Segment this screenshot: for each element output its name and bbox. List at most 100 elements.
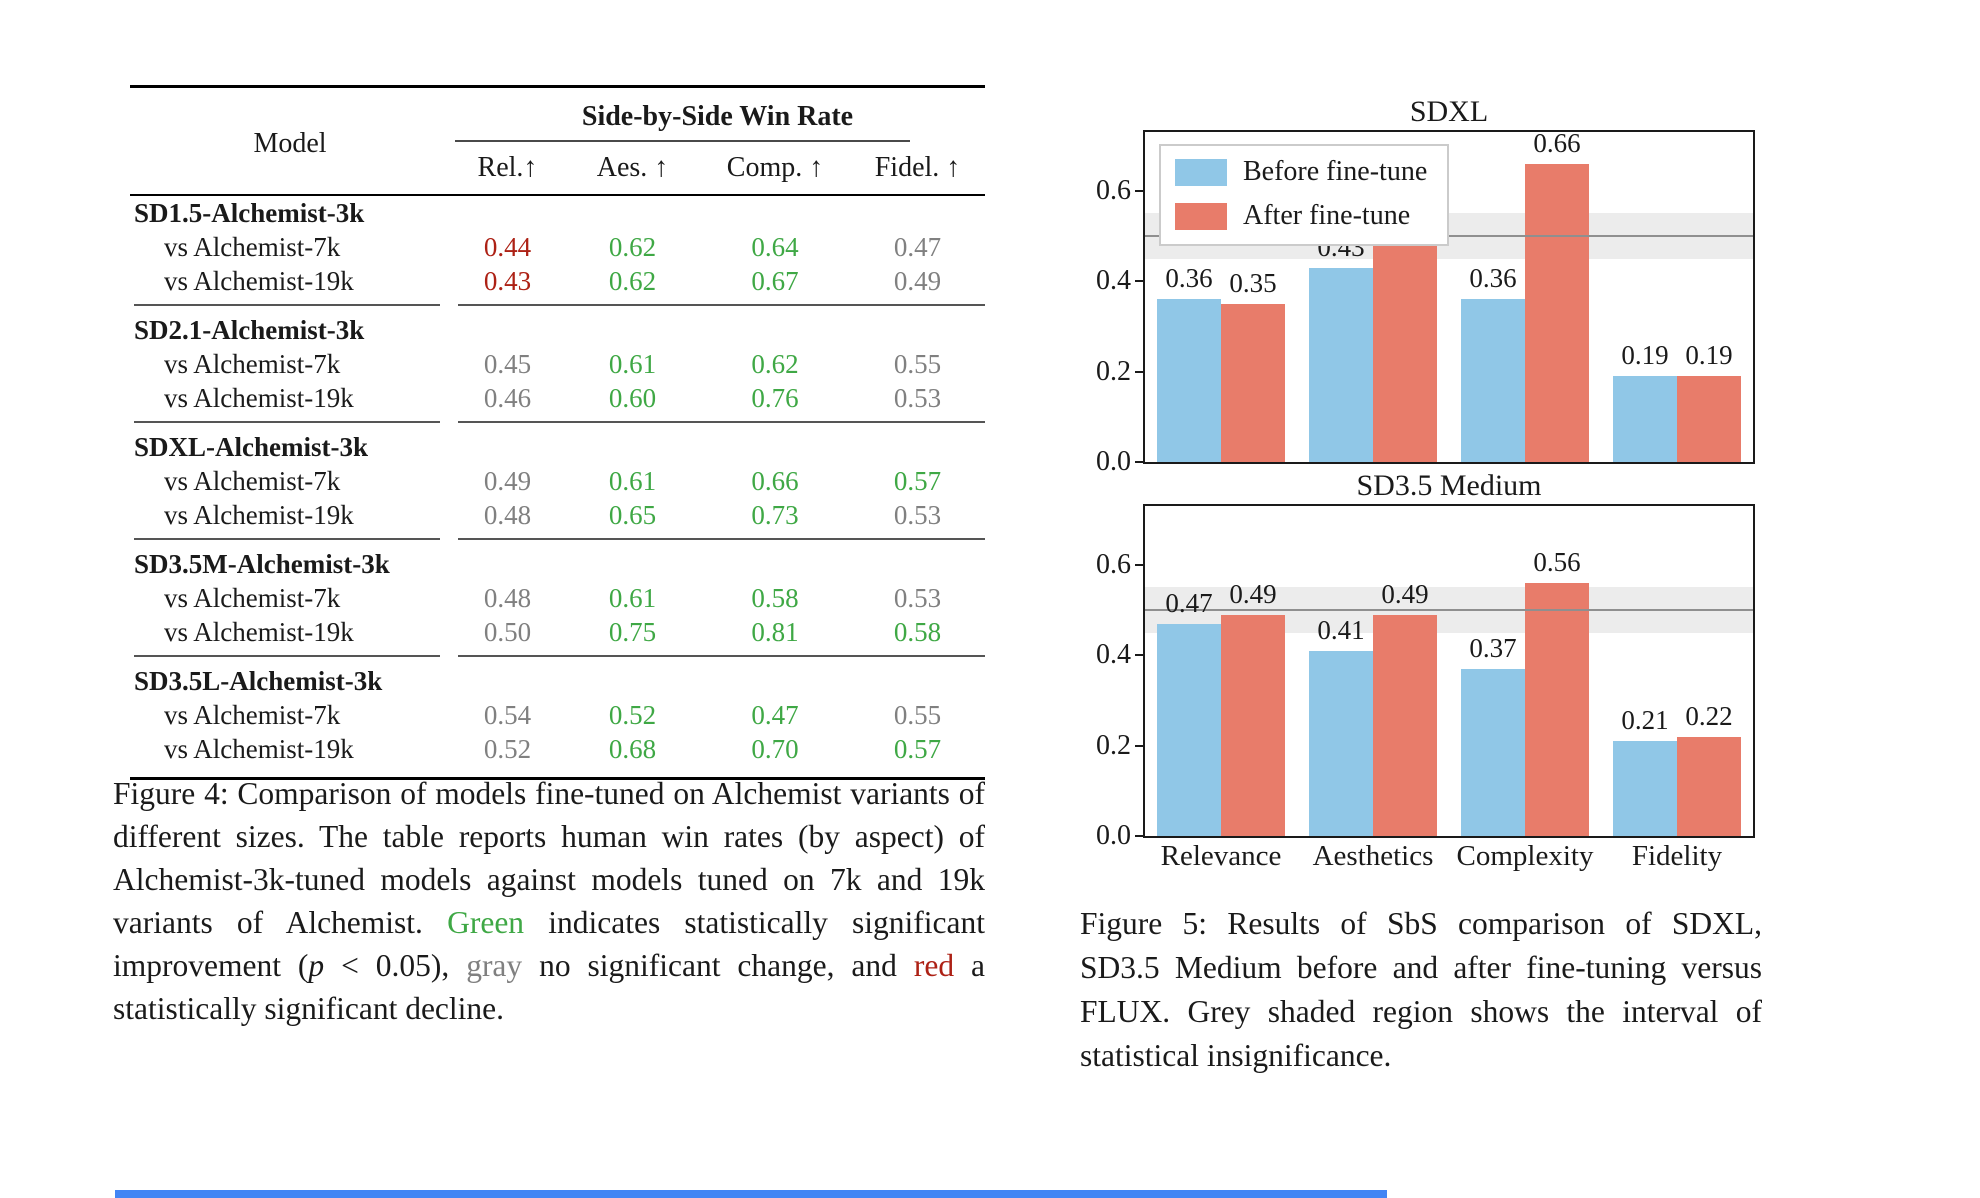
win-rate-value: 0.53 <box>893 583 942 613</box>
win-rate-value: 0.65 <box>608 500 657 530</box>
win-rate-value: 0.53 <box>893 500 942 530</box>
win-rate-value: 0.76 <box>751 383 799 413</box>
figure5-caption: Figure 5: Results of SbS comparison of S… <box>1080 906 1762 1073</box>
comparison-label: vs Alchemist-7k <box>164 583 341 613</box>
model-group-name: SD3.5L-Alchemist-3k <box>134 666 383 696</box>
win-rate-value: 0.61 <box>608 466 657 496</box>
metric-column-headers: Rel.↑ Aes. ↑ Comp. ↑ Fidel. ↑ <box>450 142 985 194</box>
win-rate-value: 0.49 <box>483 466 532 496</box>
win-rate-value: 0.62 <box>608 266 657 296</box>
table-row: vs Alchemist-7k 0.49 0.61 0.66 0.57 <box>130 464 985 498</box>
y-tick-mark <box>1135 189 1143 192</box>
win-rate-value: 0.68 <box>608 734 657 764</box>
y-tick-label: 0.0 <box>1096 446 1131 477</box>
win-rate-value: 0.57 <box>893 466 942 496</box>
separator-left-segment <box>134 655 440 657</box>
win-rate-value: 0.53 <box>893 383 942 413</box>
group-separator <box>130 649 985 664</box>
bar-value-label: 0.66 <box>1533 127 1581 158</box>
group-separator <box>130 532 985 547</box>
win-rate-value: 0.48 <box>483 500 532 530</box>
win-rate-header-block: Side-by-Side Win Rate Rel.↑ Aes. ↑ Comp. ↑ F… <box>450 94 985 194</box>
y-tick-mark <box>1135 835 1143 837</box>
y-tick-label: 0.6 <box>1096 548 1131 580</box>
caption-segment: gray <box>466 948 523 983</box>
plot-area: 0.00.20.40.60.360.350.430.520.360.660.19… <box>1096 127 1755 477</box>
model-column-header: Model <box>253 128 327 159</box>
bar-after-fine-tune <box>1221 614 1285 836</box>
comparison-label: vs Alchemist-7k <box>164 700 341 730</box>
bar-after-fine-tune <box>1525 163 1589 462</box>
comparison-label: vs Alchemist-19k <box>164 383 354 413</box>
side-by-side-header: Side-by-Side Win Rate <box>581 101 854 132</box>
table-row: vs Alchemist-19k 0.50 0.75 0.81 0.58 <box>130 615 985 649</box>
group-separator <box>130 298 985 313</box>
separator-right-segment <box>458 655 985 657</box>
x-tick-label: Relevance <box>1160 840 1282 872</box>
comparison-label: vs Alchemist-19k <box>164 617 354 647</box>
caption-segment: indicates statistically significant impr… <box>113 905 985 983</box>
win-rate-value: 0.70 <box>751 734 799 764</box>
caption-segment: Figure 4: Comparison of models fine-tune… <box>113 776 985 940</box>
separator-right-segment <box>458 538 985 540</box>
win-rate-value: 0.49 <box>893 266 942 296</box>
win-rate-value: 0.55 <box>893 349 942 379</box>
model-group-name: SD1.5-Alchemist-3k <box>134 198 365 228</box>
legend-item: Before fine-tune <box>1175 156 1427 188</box>
win-rate-value: 0.57 <box>893 734 942 764</box>
plot-area: 0.0 0.2 0.4 0.6 0.47 0.49 0.41 0.49 0.37 0.56 0.21… <box>1096 504 1755 851</box>
comparison-label: vs Alchemist-7k <box>164 232 341 262</box>
win-rate-value: 0.62 <box>608 232 657 262</box>
chart-sdxl: SDXL0.00.20.40.60.360.350.430.520.360.66… <box>1096 95 1755 477</box>
bar-value-label: 0.21 <box>1621 705 1669 736</box>
win-rate-value: 0.48 <box>483 583 532 613</box>
bar-after-fine-tune <box>1525 582 1589 836</box>
x-tick-label: Fidelity <box>1631 840 1723 872</box>
metric-column-header: Comp. ↑ <box>726 152 824 183</box>
bar-before-fine-tune <box>1613 741 1677 836</box>
table-row: vs Alchemist-7k 0.48 0.61 0.58 0.53 <box>130 581 985 615</box>
win-rate-value: 0.58 <box>751 583 799 613</box>
separator-right-segment <box>458 421 985 423</box>
win-rate-value: 0.62 <box>751 349 799 379</box>
bar-value-label: 0.22 <box>1685 700 1733 731</box>
win-rate-value: 0.47 <box>893 232 942 262</box>
win-rate-value: 0.43 <box>483 266 532 296</box>
win-rate-value: 0.58 <box>893 617 942 647</box>
win-rate-value: 0.50 <box>483 617 532 647</box>
y-tick-mark <box>1135 280 1143 283</box>
caption-segment: no significant change, and <box>522 948 914 983</box>
separator-left-segment <box>134 421 440 423</box>
win-rate-value: 0.61 <box>608 583 657 613</box>
figure4-caption: Figure 4: Comparison of models fine-tune… <box>113 772 985 1030</box>
bar-before-fine-tune <box>1461 299 1525 462</box>
bar-before-fine-tune <box>1157 623 1221 836</box>
y-tick-mark <box>1135 370 1143 373</box>
win-rate-value: 0.52 <box>608 700 657 730</box>
bar-value-label: 0.19 <box>1621 340 1669 371</box>
y-tick-label: 0.4 <box>1096 639 1131 671</box>
table-row: vs Alchemist-19k 0.52 0.68 0.70 0.57 <box>130 732 985 766</box>
win-rate-value: 0.45 <box>483 349 532 379</box>
win-rate-value: 0.66 <box>751 466 799 496</box>
win-rate-value: 0.64 <box>751 232 799 262</box>
table-row: vs Alchemist-19k 0.43 0.62 0.67 0.49 <box>130 264 985 298</box>
caption-segment: Green <box>447 905 525 940</box>
win-rate-value: 0.60 <box>608 383 657 413</box>
chart-title: SDXL <box>1409 95 1489 128</box>
legend-label: After fine-tune <box>1243 200 1411 231</box>
win-rate-value: 0.75 <box>608 617 657 647</box>
bar-value-label: 0.19 <box>1685 340 1733 371</box>
caption-segment: p <box>308 948 325 983</box>
legend-label: Before fine-tune <box>1243 156 1428 187</box>
y-tick-mark <box>1135 744 1143 747</box>
table-row: vs Alchemist-7k 0.54 0.52 0.47 0.55 <box>130 698 985 732</box>
win-rate-value: 0.54 <box>483 700 532 730</box>
bar-after-fine-tune <box>1677 736 1741 836</box>
bar-after-fine-tune <box>1677 376 1741 462</box>
bar-value-label: 0.36 <box>1165 263 1213 294</box>
bar-before-fine-tune <box>1461 668 1525 836</box>
caption-segment: < 0.05), <box>324 948 467 983</box>
bar-before-fine-tune <box>1613 376 1677 462</box>
y-tick-label: 0.2 <box>1096 355 1131 387</box>
